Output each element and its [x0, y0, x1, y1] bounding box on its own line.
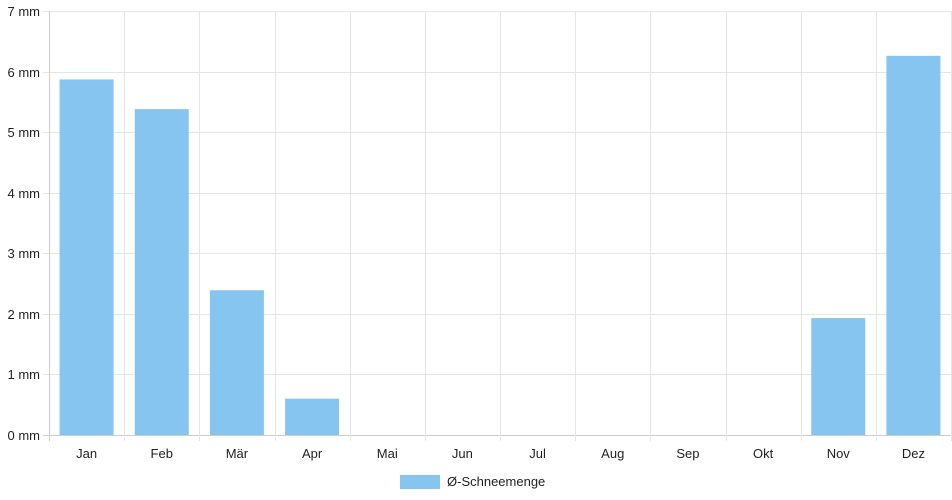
x-tick-label: Jun: [452, 446, 473, 461]
x-tick-label: Feb: [151, 446, 173, 461]
x-tick-label: Apr: [302, 446, 323, 461]
x-tick-label: Sep: [676, 446, 699, 461]
grid-lines: [43, 11, 952, 441]
y-tick-label: 1 mm: [8, 367, 41, 382]
y-axis-tick-labels: 0 mm 1 mm 2 mm 3 mm 4 mm 5 mm 6 mm 7 mm: [8, 4, 41, 443]
bar-feb[interactable]: [134, 109, 189, 435]
bar-jan[interactable]: [59, 79, 114, 436]
x-tick-label: Okt: [753, 446, 774, 461]
y-tick-label: 6 mm: [8, 65, 41, 80]
legend[interactable]: Ø-Schneemenge: [400, 474, 545, 489]
x-tick-label: Aug: [601, 446, 624, 461]
x-tick-label: Dez: [902, 446, 925, 461]
x-tick-label: Mär: [226, 446, 249, 461]
bar-mär[interactable]: [209, 290, 264, 435]
y-tick-label: 3 mm: [8, 246, 41, 261]
y-tick-label: 0 mm: [8, 428, 41, 443]
bars: [59, 55, 941, 436]
y-tick-label: 2 mm: [8, 307, 41, 322]
bar-apr[interactable]: [285, 398, 340, 435]
bar-dez[interactable]: [886, 55, 941, 436]
y-tick-label: 5 mm: [8, 125, 41, 140]
x-tick-label: Nov: [827, 446, 851, 461]
legend-swatch[interactable]: [400, 475, 440, 489]
y-tick-label: 7 mm: [8, 4, 41, 19]
legend-label[interactable]: Ø-Schneemenge: [447, 474, 545, 489]
x-axis-tick-labels: Jan Feb Mär Apr Mai Jun Jul Aug Sep Okt Nov Dez: [76, 446, 925, 461]
x-tick-label: Jan: [76, 446, 97, 461]
x-tick-label: Mai: [377, 446, 398, 461]
y-tick-label: 4 mm: [8, 186, 41, 201]
x-tick-label: Jul: [529, 446, 546, 461]
bar-nov[interactable]: [811, 318, 866, 435]
